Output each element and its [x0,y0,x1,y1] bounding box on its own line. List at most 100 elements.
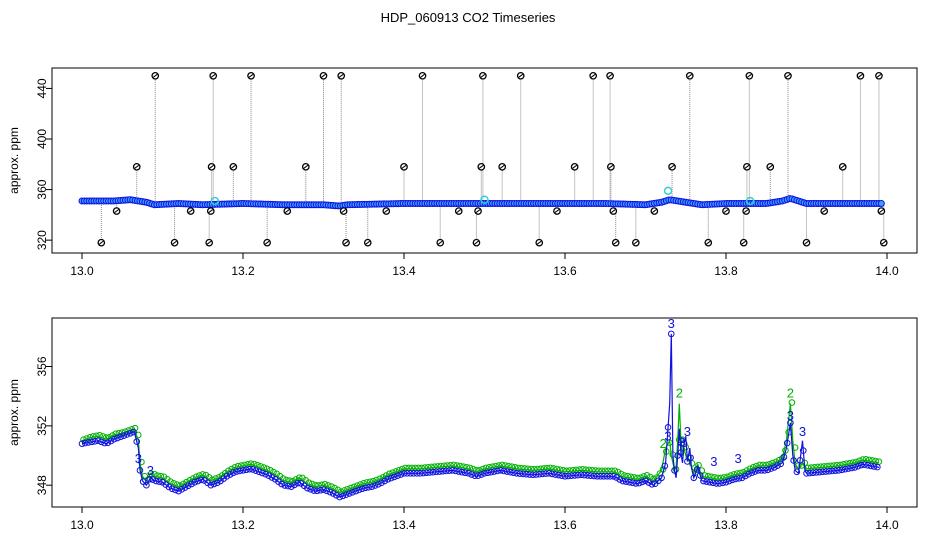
spike-point-mark [572,164,577,169]
series-point-blue [149,476,157,483]
spike-point-mark [741,240,747,245]
spike-point-mark [804,240,809,245]
data-label: 3 [664,429,671,444]
x-tick-label: 13.8 [714,264,738,278]
series-point-blue [523,470,530,478]
series-point-blue [816,468,823,476]
spike-point-mark [209,164,214,169]
series-point-blue [432,468,440,476]
spike-point-mark [743,209,749,213]
spike-point-mark [284,209,290,213]
series-point-blue [600,472,607,480]
series-point-blue [626,478,633,486]
x-tick-label: 13.0 [70,264,94,278]
series-point-blue [732,475,739,483]
series-point-blue [452,467,459,475]
series-point-blue [516,470,524,477]
series-point-blue [294,479,302,487]
series-point-blue [194,477,202,485]
spike-point-mark [210,73,216,78]
series-point-blue [249,466,256,473]
series-point-blue [175,487,182,495]
series-point-blue [564,472,572,480]
series-point-blue [693,466,701,473]
spike-point-mark [590,73,596,78]
series-point-blue [307,486,314,493]
series-point-blue [751,468,759,475]
series-point-blue [98,438,105,446]
series-point-blue [777,460,785,468]
series-point-blue [558,472,566,480]
chart-title: HDP_060913 CO2 Timeseries [380,10,556,25]
series-point-blue [449,467,456,474]
series-point-blue [616,476,624,483]
series-point-blue [671,467,678,474]
series-point-blue [117,433,124,441]
spike-point-mark [303,164,309,169]
series-point-blue [513,470,521,477]
series-point-blue [857,461,865,469]
series-line-green [81,403,880,494]
series-point-blue [223,472,231,480]
series-point-blue [552,471,559,478]
series-point-blue [255,468,263,476]
series-point-blue [561,472,569,480]
series-point-blue [278,480,285,488]
series-point-blue [764,466,772,474]
spike-point-mark [554,209,560,213]
series-point-blue [706,478,714,486]
series-point-blue [284,482,292,490]
series-point-blue [690,474,698,482]
spike-point-mark [172,240,177,245]
spike-point-mark [652,209,657,213]
series-point-blue [368,483,376,490]
series-point-blue [748,469,756,477]
series-point-blue [88,438,95,446]
series-point-blue [484,469,492,477]
series-point-blue [139,478,147,485]
spike-point-mark [264,240,270,245]
x-tick-label: 14.0 [875,518,899,532]
spike-point-mark [613,240,619,245]
series-point-blue [822,468,830,475]
series-point-blue [510,469,517,477]
x-tick-label: 13.6 [553,264,577,278]
series-point-blue [358,485,366,493]
series-point-green [80,436,87,443]
series-point-blue [252,467,260,474]
series-point-blue [529,471,537,479]
series-point-blue [420,469,427,477]
spike-point-mark [687,73,693,78]
series-point-blue [413,470,421,477]
series-point-blue [291,481,298,489]
series-point-blue [288,483,295,490]
series-point-blue [677,449,685,456]
data-label: 3 [799,424,806,439]
spike-point-mark [401,164,407,169]
series-point-blue [593,472,601,480]
series-point-blue [320,486,327,493]
series-point-blue [735,475,743,482]
x-tick-label: 13.2 [231,264,255,278]
series-point-blue [848,464,855,472]
series-point-blue [835,467,843,474]
series-point-blue [345,490,353,497]
panel-bottom: 13.0 13.2 13.4 13.6 13.8 14.0 348 352 356 approx.… [7,317,918,532]
series-point-blue [696,472,704,479]
series-point-blue [442,467,450,475]
series-point-blue [584,472,591,479]
series-point-blue [91,437,99,445]
series-point-blue [796,456,804,464]
spike-point-mark [437,240,443,245]
spike-point-mark [879,209,884,213]
series-point-blue [120,432,128,439]
series-point-blue [661,462,669,470]
series-point-blue [861,461,868,469]
series-point-blue [136,467,144,474]
series-point-blue [85,439,92,446]
series-point-blue [494,467,501,475]
series-point-blue [761,467,768,474]
x-tick-label: 13.4 [392,518,416,532]
series-point-blue [268,474,276,481]
series-point-blue [603,472,611,480]
